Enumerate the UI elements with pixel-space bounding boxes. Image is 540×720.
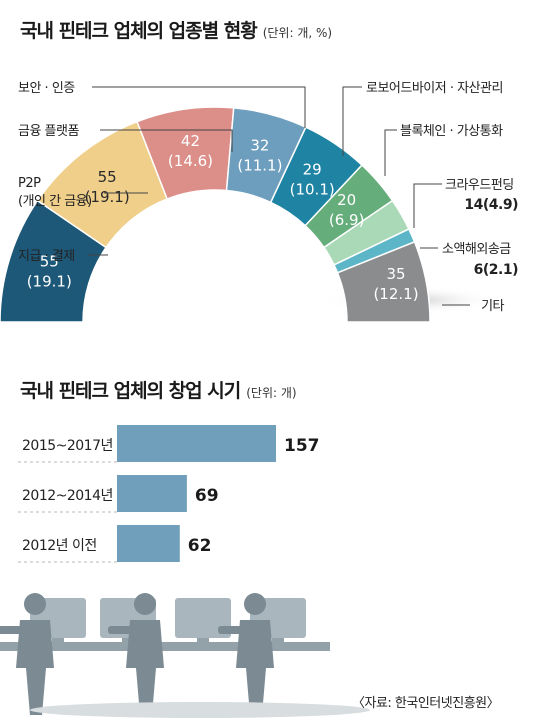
person-arm <box>108 626 132 634</box>
leader-line <box>92 86 306 128</box>
person-arm <box>0 626 22 634</box>
category-label-other: 기타 <box>481 299 504 314</box>
leader-line <box>342 86 362 156</box>
monitor-stand <box>122 638 134 644</box>
donut-title-text: 국내 핀테크 업체의 업종별 현황 <box>20 20 258 42</box>
bar-unit-note: (단위: 개) <box>246 386 297 400</box>
category-label-crowdfunding: 크라우드펀딩 <box>445 178 514 193</box>
bar <box>117 425 276 462</box>
source-note: 〈자료: 한국인터넷진흥원〉 <box>352 696 500 711</box>
person-body <box>126 620 164 715</box>
donut-unit-note: (단위: 개, %) <box>262 26 333 40</box>
slice-percent-label: (12.1) <box>373 285 418 303</box>
bar-value-label: 69 <box>195 486 219 506</box>
category-label-payment: 지급 · 결제 <box>18 249 75 264</box>
category-label-p2p-sub: (개인 간 금융) <box>18 194 92 209</box>
slice-percent-label: (6.9) <box>329 211 365 229</box>
slice-percent-label: (11.1) <box>237 156 282 174</box>
people-illustration <box>0 590 540 720</box>
person-arm <box>218 626 242 634</box>
monitor-stand <box>52 638 64 644</box>
slice-value-label: 35 <box>386 265 405 283</box>
category-value-crowdfunding: 14(4.9) <box>464 197 518 213</box>
category-value-remittance: 6(2.1) <box>474 262 518 278</box>
monitor-stand <box>197 638 209 644</box>
donut-chart-title: 국내 핀테크 업체의 업종별 현황 (단위: 개, %) <box>20 16 332 43</box>
slice-value-label: 32 <box>250 136 269 154</box>
leader-line <box>384 129 397 176</box>
monitor-shape <box>175 598 231 638</box>
category-label-blockchain: 블록체인 · 가상통화 <box>400 124 503 139</box>
bar <box>117 525 180 562</box>
bar-chart: 2015~2017년 157 2012~2014년 69 2012년 이전 62 <box>18 425 320 563</box>
person-head <box>134 593 156 615</box>
bar-category-label: 2015~2017년 <box>22 438 113 454</box>
slice-value-label: 55 <box>40 253 59 271</box>
bar-category-label: 2012년 이전 <box>22 538 97 554</box>
category-label-robo: 로보어드바이저 · 자산관리 <box>366 81 503 96</box>
slice-percent-label: (10.1) <box>290 180 335 198</box>
category-label-security: 보안 · 인증 <box>18 81 75 96</box>
floor-shadow <box>30 702 370 718</box>
slice-value-label: 42 <box>181 132 200 150</box>
bar <box>117 475 187 512</box>
person-body <box>236 620 274 715</box>
bar-value-label: 157 <box>284 436 320 456</box>
leader-line <box>413 183 442 228</box>
slice-percent-label: (19.1) <box>27 273 72 291</box>
donut-chart: 55(19.1)55(19.1)42(14.6)32(11.1) 29(10.1)… <box>0 81 519 323</box>
slice-value-label: 55 <box>98 168 117 186</box>
monitor-stand <box>272 638 284 644</box>
person-head <box>244 593 266 615</box>
bar-title-text: 국내 핀테크 업체의 창업 시기 <box>20 380 241 402</box>
person-head <box>24 593 46 615</box>
desk-bar <box>0 642 330 651</box>
slice-value-label: 29 <box>303 160 322 178</box>
bar-category-label: 2012~2014년 <box>22 488 113 504</box>
leader-line <box>100 129 233 152</box>
donut-slice <box>336 240 431 323</box>
person-body <box>16 620 54 715</box>
category-label-platform: 금융 플랫폼 <box>18 124 79 139</box>
slice-value-label: 20 <box>337 191 356 209</box>
bar-value-label: 62 <box>188 536 212 556</box>
slice-percent-label: (14.6) <box>168 152 213 170</box>
category-label-p2p: P2P <box>18 176 41 191</box>
category-label-remittance: 소액해외송금 <box>442 242 511 257</box>
bar-chart-title: 국내 핀테크 업체의 창업 시기 (단위: 개) <box>20 376 297 403</box>
